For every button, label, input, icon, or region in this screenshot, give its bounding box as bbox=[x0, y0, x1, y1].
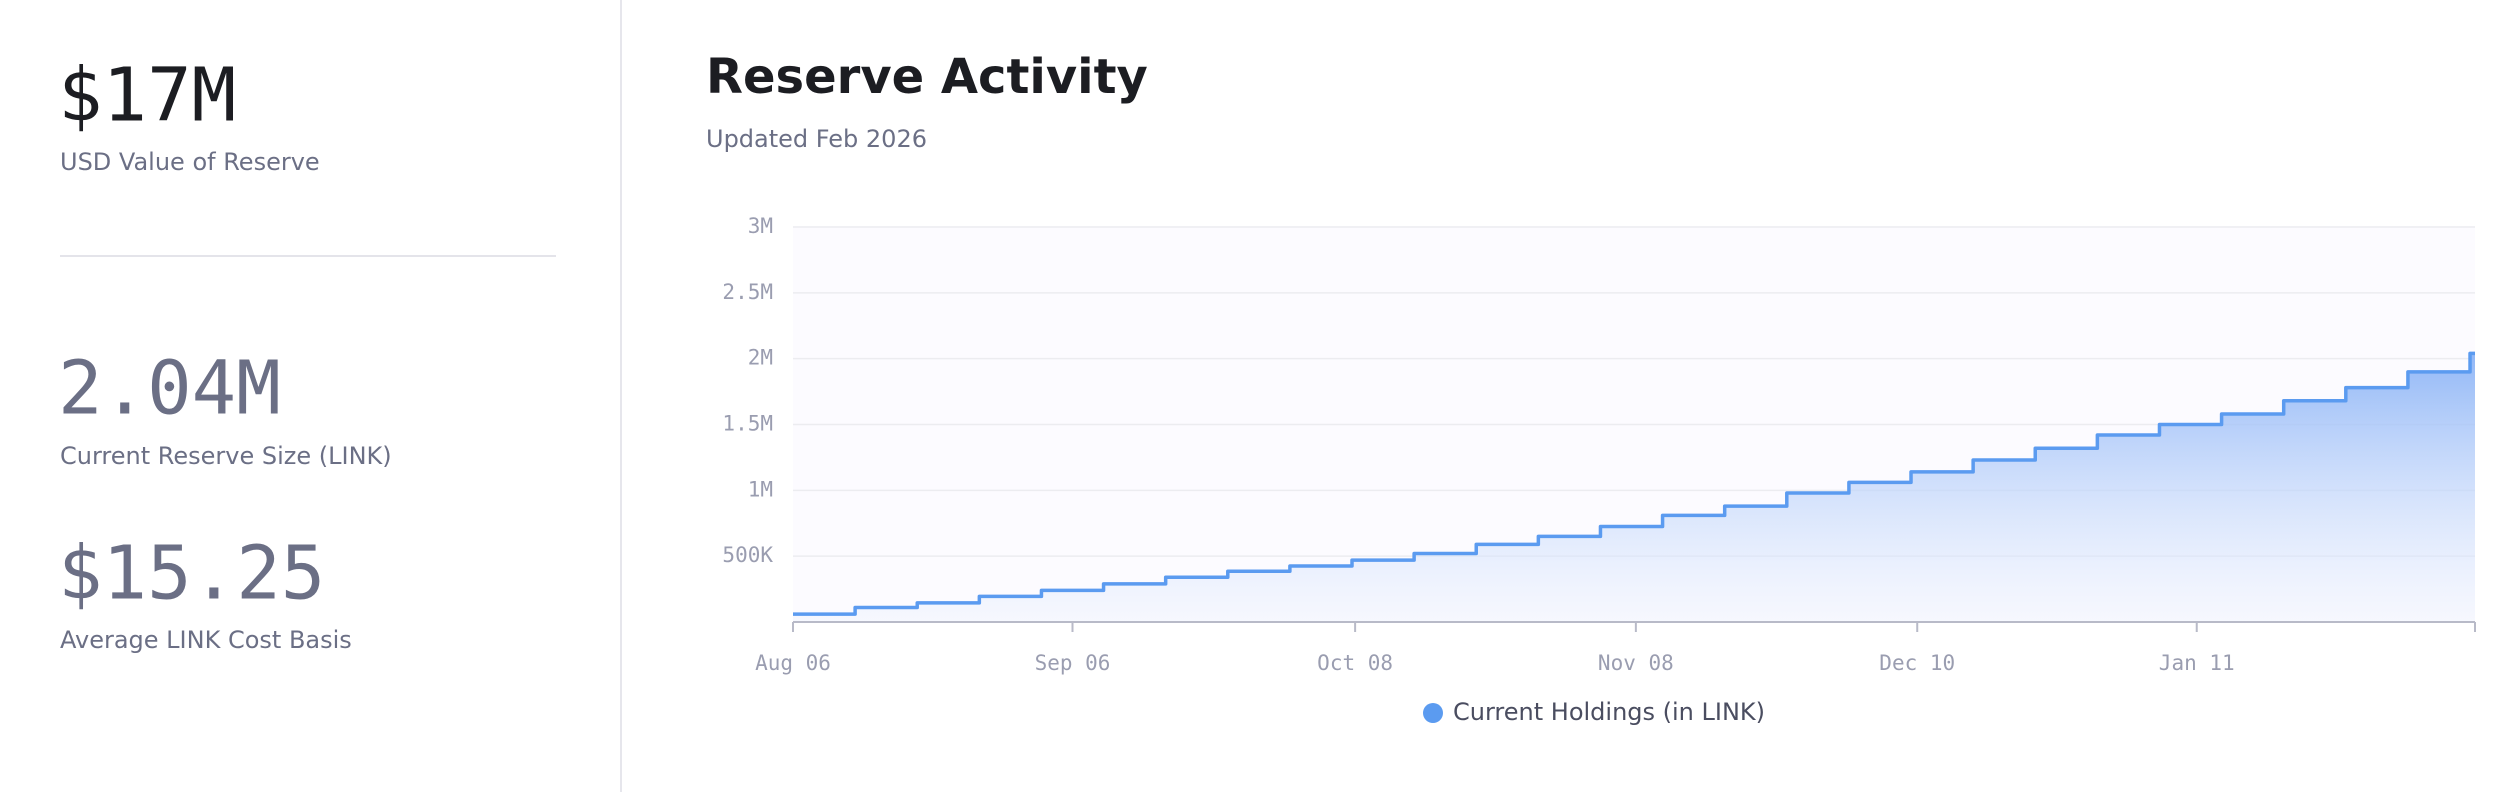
line bbox=[793, 351, 2475, 616]
chart-title: Reserve Activity bbox=[706, 49, 1148, 105]
legend-swatch bbox=[1423, 703, 1443, 723]
x-tick-label: Aug 06 bbox=[755, 651, 831, 675]
chart-subtitle: Updated Feb 2026 bbox=[706, 125, 927, 153]
x-tick-label: Jan 11 bbox=[2159, 651, 2235, 675]
stat-value: $17M bbox=[58, 53, 236, 139]
y-tick-label: 2M bbox=[748, 346, 773, 370]
y-tick-label: 1.5M bbox=[722, 412, 773, 436]
y-tick-label: 500K bbox=[722, 543, 773, 567]
stat-label: USD Value of Reserve bbox=[60, 148, 320, 176]
x-tick-label: Oct 08 bbox=[1317, 651, 1393, 675]
stat-label: Average LINK Cost Basis bbox=[60, 626, 352, 654]
x-tick-label: Dec 10 bbox=[1879, 651, 1955, 675]
stat-value: $15.25 bbox=[58, 531, 325, 617]
y-tick-label: 2.5M bbox=[722, 280, 773, 304]
y-tick-label: 3M bbox=[748, 214, 773, 238]
plot: 500K 1M 1.5M 2M 2.5M 3M Current Holdings (in L… bbox=[722, 214, 2476, 726]
legend-label: Current Holdings (in LINK) bbox=[1453, 698, 1765, 726]
x-tick-label: Sep 06 bbox=[1035, 651, 1111, 675]
stat-label: Current Reserve Size (LINK) bbox=[60, 442, 392, 470]
stat-value: 2.04M bbox=[58, 346, 281, 432]
area bbox=[793, 353, 2475, 622]
x-tick-label: Nov 08 bbox=[1598, 651, 1674, 675]
y-tick-label: 1M bbox=[748, 477, 773, 501]
